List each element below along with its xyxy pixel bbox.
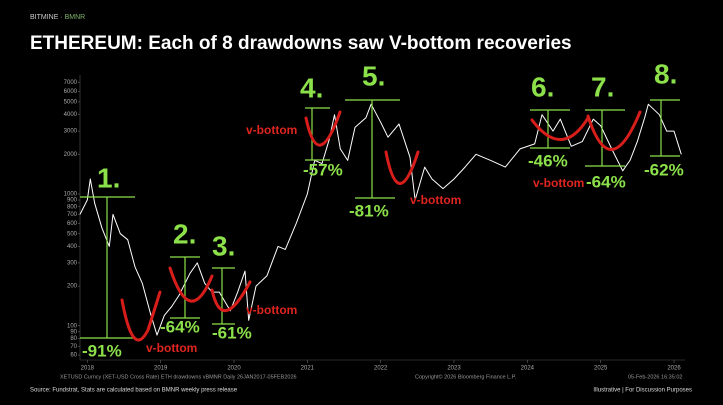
y-tick-label: 100 [67,323,78,329]
drawdown-pct: -61% [212,323,252,342]
drawdown-pct: -64% [586,172,626,191]
x-tick-label: 2024 [521,366,535,372]
guide [650,99,680,157]
annotations: 1. 2. 3. 4. 5. 6. 7. 8. -91% -64% -61% -… [82,58,684,360]
x-tick-label: 2025 [594,366,608,372]
v-bottom-label: v-bottom [410,193,461,207]
chart-title: ETHEREUM: Each of 8 drawdowns saw V-bott… [30,33,572,54]
guide [170,256,200,319]
drawdown-pct: -64% [160,317,200,336]
y-tick-label: 80 [70,336,77,342]
v-curve [586,110,642,151]
drawdown-number: 3. [212,230,235,261]
y-tick-label: 400 [67,244,78,250]
drawdown-number: 7. [591,71,614,102]
x-tick-label: 2023 [447,366,461,372]
y-tick-label: 900 [67,198,78,204]
disclaimer: Illustrative | For Discussion Purposes [593,388,692,394]
y-tick-label: 600 [67,221,78,227]
y-tick-label: 60 [70,353,77,359]
guide [530,109,570,149]
guide [212,267,235,325]
drawdown-pct: -91% [82,341,122,360]
v-curve [168,266,214,303]
y-tick-label: 70 [70,344,77,350]
x-tick-label: 2021 [301,366,315,372]
y-tick-label: 1000 [64,192,78,198]
source: Source: Fundstrat, Stats are calculated … [30,388,238,394]
guide [345,99,400,199]
x-tick-label: 2026 [667,366,681,372]
y-tick-label: 700 [67,212,78,218]
guide [305,107,330,161]
drawdown-number: 6. [531,71,554,102]
guides [80,99,680,339]
v-curve [120,290,162,342]
x-tick-label: 2019 [154,366,168,372]
y-tick-label: 5000 [64,99,78,105]
drawdown-pct: -81% [349,201,389,220]
x-tick-label: 2018 [81,366,95,372]
drawdown-number: 8. [654,58,677,89]
drawdown-pct: -46% [528,151,568,170]
x-tick-label: 2022 [374,366,388,372]
brand: BITMINE · BMNR [30,14,85,21]
drawdown-pct: -62% [644,160,684,179]
v-bottom-label: v-bottom [146,341,197,355]
caption: XETUSD Curncy (XET-USD Cross Rate) ETH d… [60,374,297,380]
caption: 05-Feb-2026 16:35:02 [628,374,682,380]
y-tick-label: 7000 [64,80,78,86]
v-curve [530,116,590,141]
drawdown-number: 4. [300,72,323,103]
price-line [79,103,682,336]
drawdown-pct: -57% [303,160,343,179]
y-tick-label: 90 [70,329,77,335]
v-curves [120,110,642,342]
y-tick-label: 4000 [64,112,78,118]
y-tick-label: 500 [67,231,78,237]
ticker: · BMNR [60,14,85,21]
v-bottom-label: v-bottom [533,176,584,190]
y-tick-label: 800 [67,204,78,210]
v-curve [304,110,342,147]
guide [80,196,135,339]
x-tick-label: 2020 [227,366,241,372]
drawdown-number: 1. [97,162,120,193]
caption: Copyright© 2026 Bloomberg Finance L.P. [415,373,517,380]
drawdown-number: 2. [173,218,196,249]
y-tick-label: 2000 [64,152,78,158]
v-bottom-label: v-bottom [246,303,297,317]
brand-name: BITMINE [30,14,59,21]
drawdown-number: 5. [362,60,385,91]
y-tick-label: 200 [67,284,78,290]
v-curve [384,150,420,185]
v-bottom-label: v-bottom [246,123,297,137]
guide [585,109,625,167]
y-tick-label: 6000 [64,89,78,95]
y-tick-label: 3000 [64,129,78,135]
y-tick-label: 300 [67,260,78,266]
v-curve [210,280,252,312]
